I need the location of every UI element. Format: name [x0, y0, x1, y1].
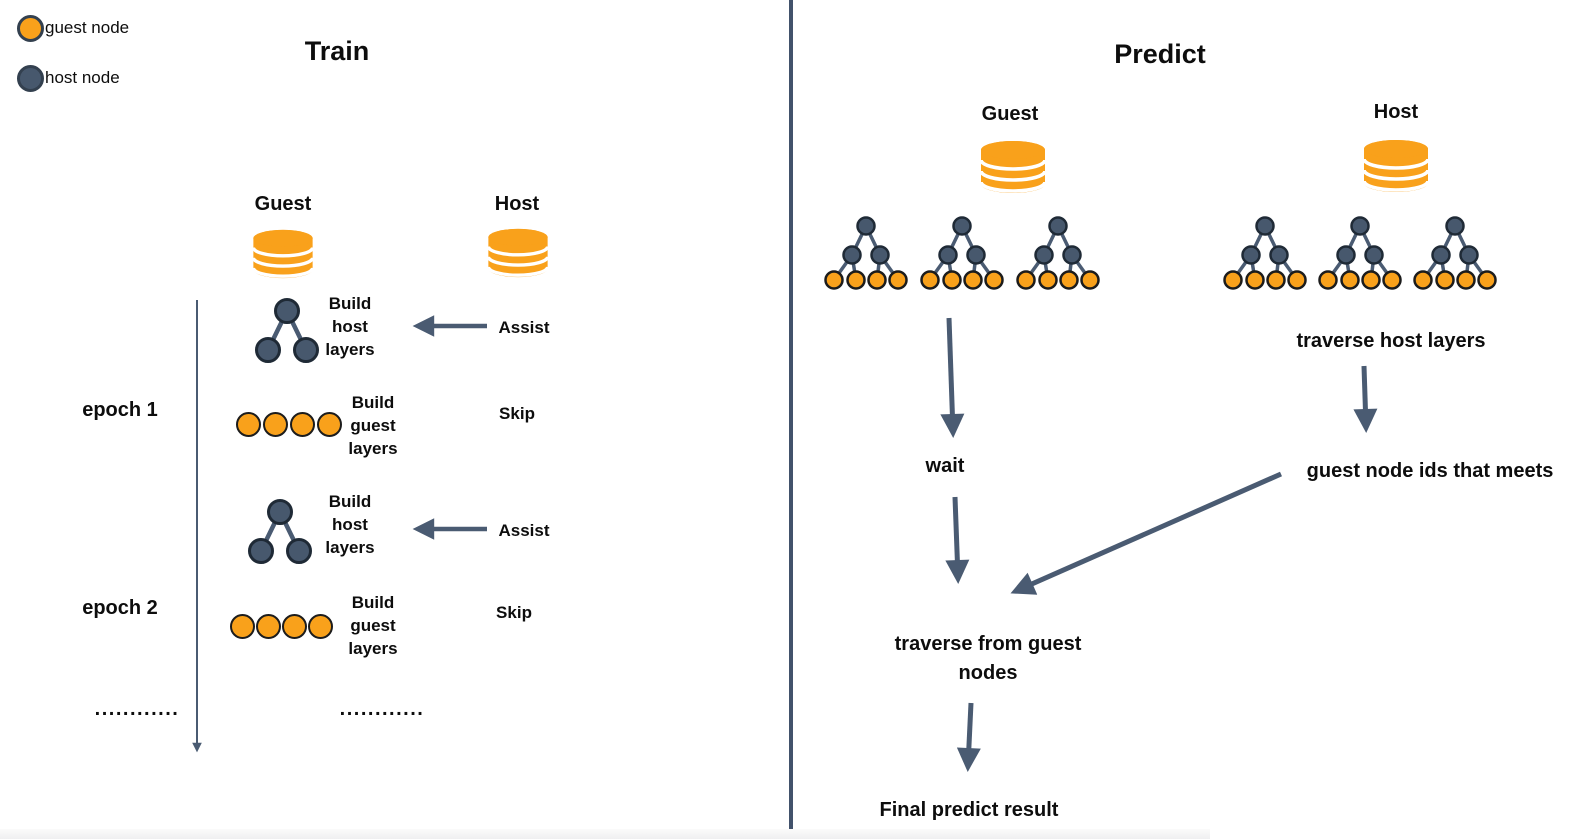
predict-host-database-icon — [1363, 139, 1429, 193]
guest-host-tree-icon — [824, 216, 908, 290]
guest-node-dot — [256, 614, 281, 639]
guest-node-dot — [230, 614, 255, 639]
legend-guest-node-icon — [17, 15, 44, 42]
guest-node-dot — [317, 412, 342, 437]
train-host-database-icon — [486, 228, 550, 278]
guest-node-dot — [236, 412, 261, 437]
predict-host-header: Host — [1373, 101, 1419, 123]
train-host-header: Host — [494, 193, 540, 215]
guest-node-dot — [290, 412, 315, 437]
guest-ids-diagonal-arrow — [1010, 471, 1283, 595]
ellipsis-middle: ............ — [339, 698, 425, 720]
final-predict-result-label: Final predict result — [879, 799, 1059, 821]
skip-label-1: Skip — [499, 404, 535, 423]
guest-node-dot — [263, 412, 288, 437]
predict-title: Predict — [1114, 39, 1206, 69]
guest-host-tree-icon — [1413, 216, 1497, 290]
skip-label-2: Skip — [496, 603, 532, 622]
train-guest-header: Guest — [254, 193, 312, 215]
legend-host-label: host node — [45, 68, 120, 87]
guest-node-ids-label: guest node ids that meets — [1306, 460, 1554, 482]
wait-down-arrow — [945, 496, 970, 584]
traverse-from-guest-nodes-label: traverse from guest nodes — [894, 633, 1082, 684]
assist-label-2: Assist — [498, 521, 550, 540]
guest-host-tree-icon — [1318, 216, 1402, 290]
train-title: Train — [304, 36, 370, 66]
guest-node-dot — [282, 614, 307, 639]
traverse-host-layers-label: traverse host layers — [1296, 330, 1486, 352]
predict-guest-database-icon — [980, 140, 1046, 194]
ellipsis-left: ............ — [94, 698, 180, 720]
predict-guest-header: Guest — [981, 103, 1039, 125]
legend-guest-label: guest node — [45, 18, 130, 37]
build-host-layers-label-2: Build host layers — [325, 492, 375, 557]
legend-host-node-icon — [17, 65, 44, 92]
guest-host-tree-icon — [1223, 216, 1307, 290]
epoch-1-label: epoch 1 — [82, 399, 158, 421]
window-bottom-edge — [0, 829, 1210, 839]
wait-label: wait — [925, 455, 965, 477]
final-down-arrow — [956, 702, 981, 772]
build-guest-layers-label-2: Build guest layers — [348, 593, 398, 658]
traverse-host-down-arrow — [1353, 365, 1378, 433]
guest-down-arrow — [940, 317, 965, 438]
guest-host-tree-icon — [1016, 216, 1100, 290]
assist-label-1: Assist — [498, 318, 550, 337]
guest-host-tree-icon — [920, 216, 1004, 290]
train-guest-database-icon — [251, 229, 315, 279]
host-tree-icon — [245, 495, 317, 567]
build-guest-layers-label-1: Build guest layers — [348, 393, 398, 458]
build-host-layers-label-1: Build host layers — [325, 294, 375, 359]
section-divider — [789, 0, 793, 839]
epoch-2-label: epoch 2 — [82, 597, 158, 619]
guest-node-dot — [308, 614, 333, 639]
